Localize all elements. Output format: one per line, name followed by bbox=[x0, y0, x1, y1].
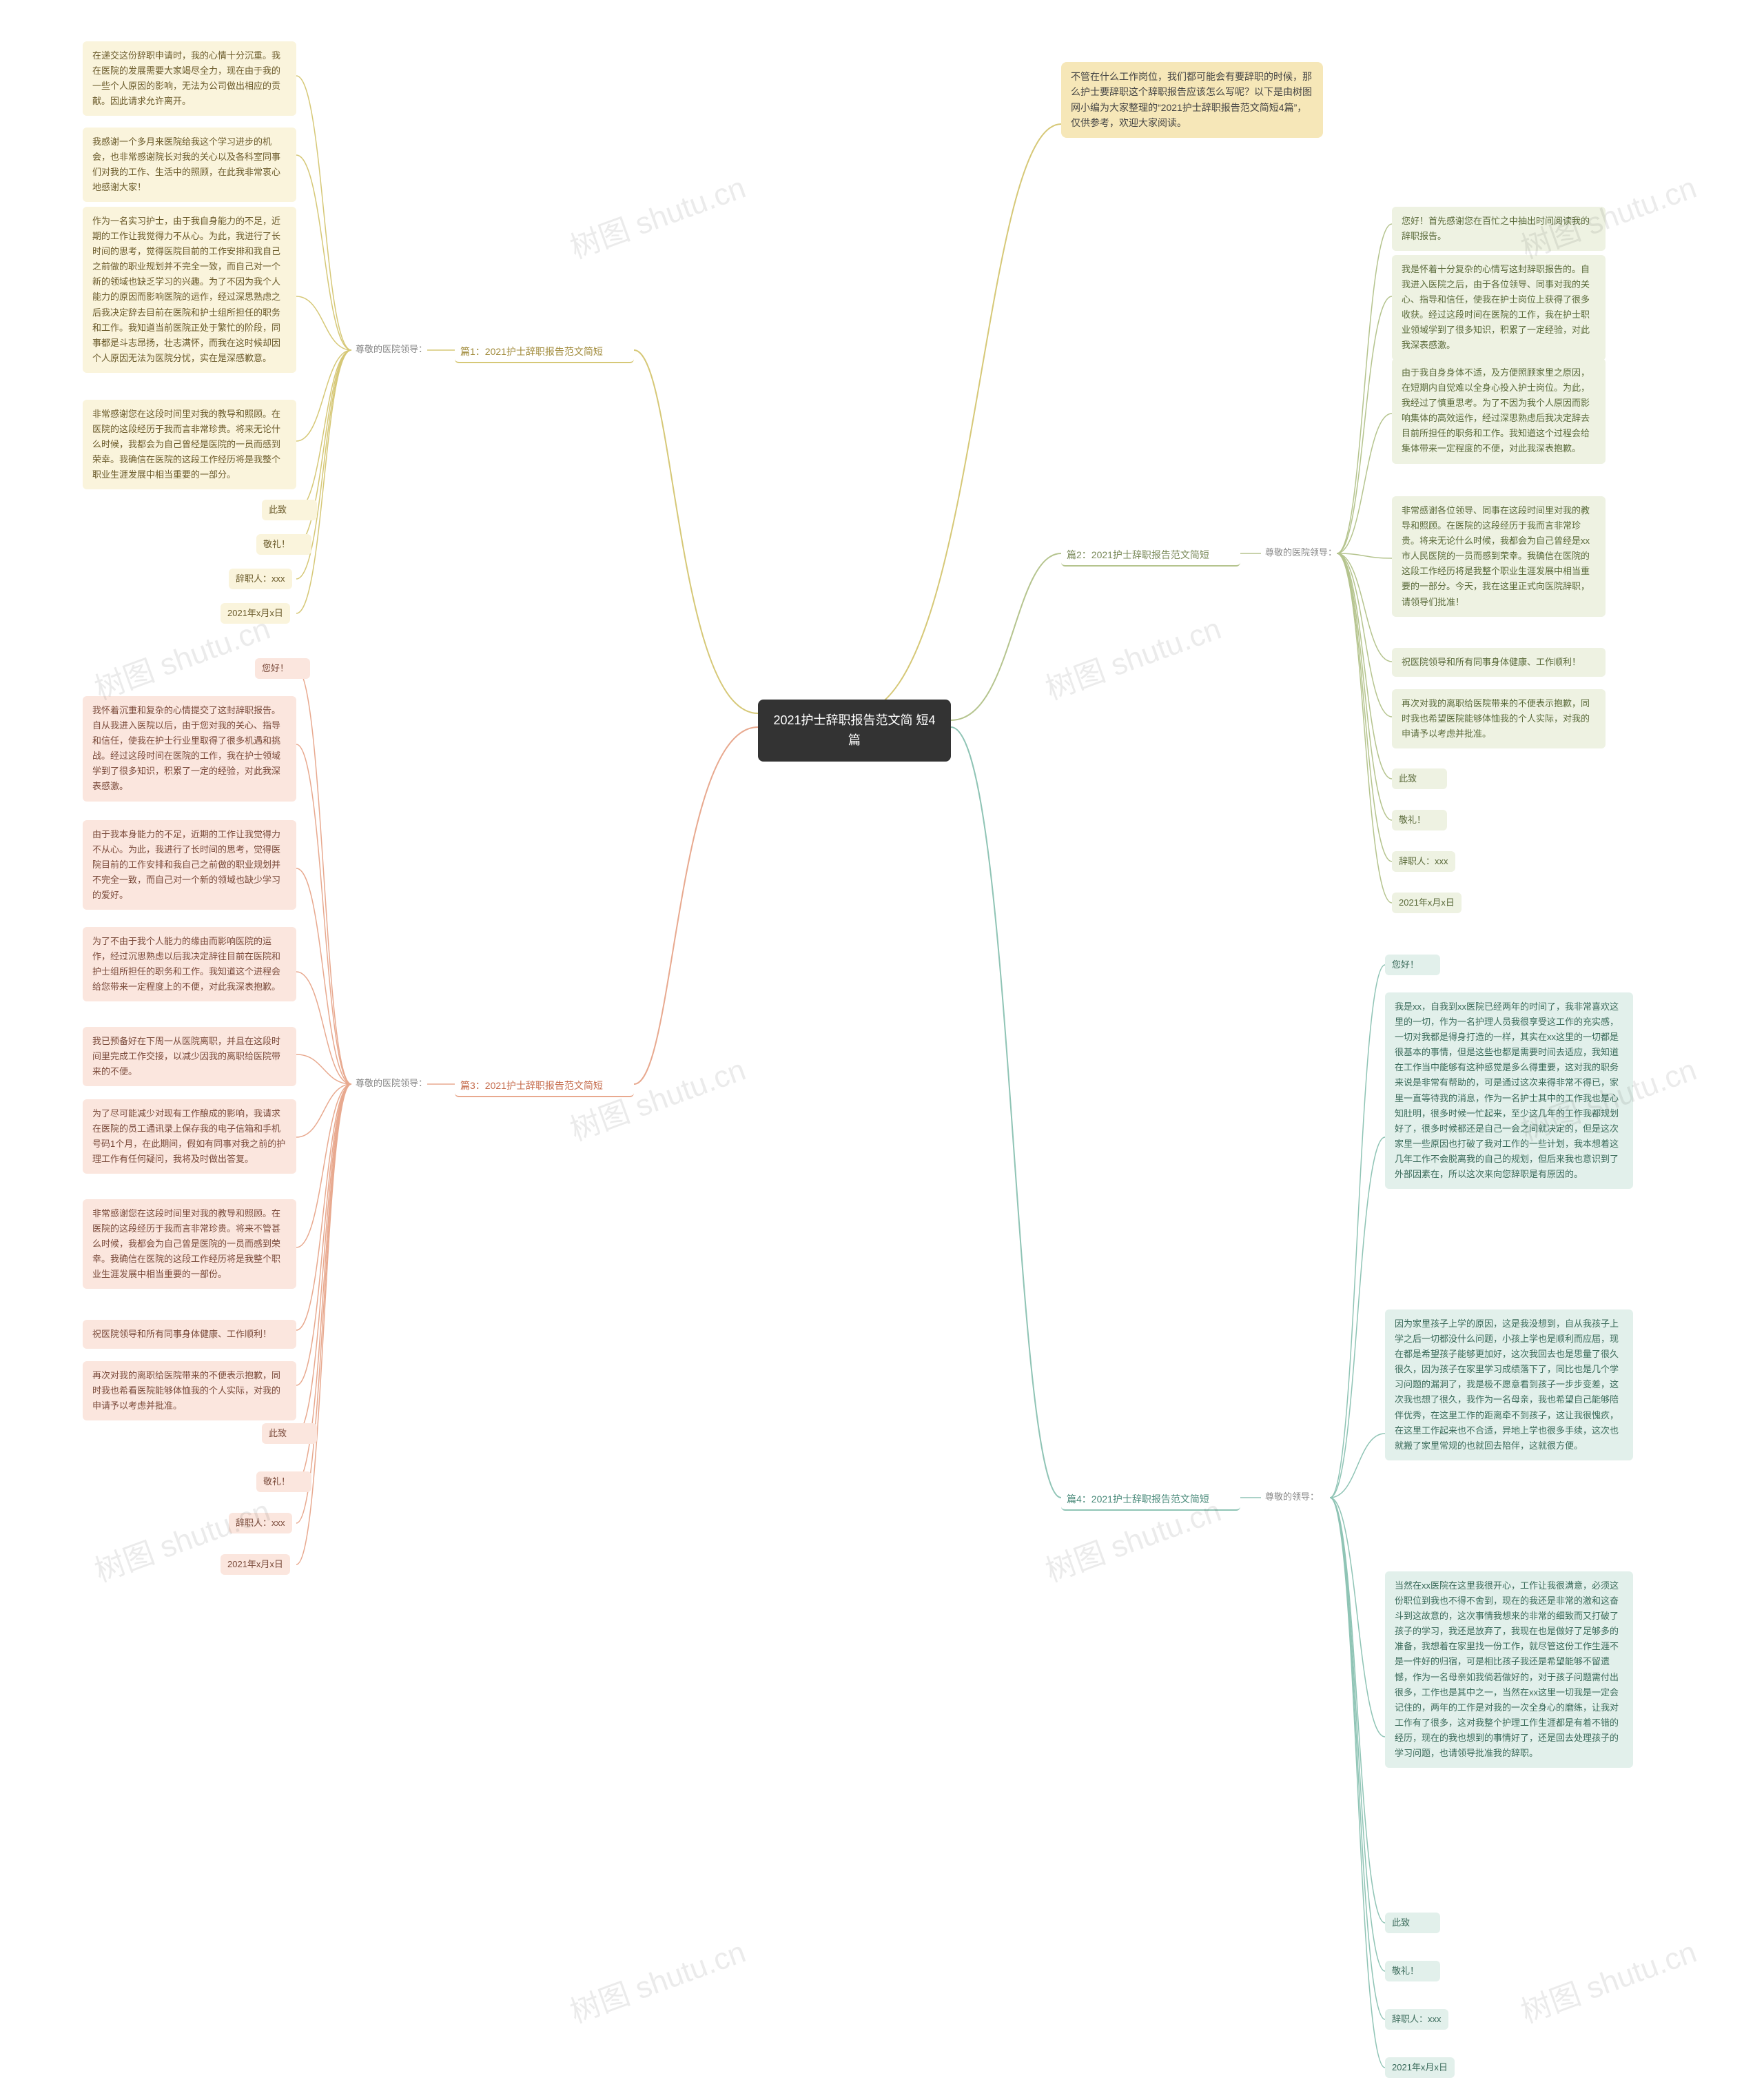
p2-leaf-9: 2021年x月x日 bbox=[1392, 893, 1462, 913]
watermark: 树图 shutu.cn bbox=[1514, 1927, 1701, 2031]
branch-2-label: 篇2：2021护士辞职报告范文简短 bbox=[1067, 549, 1209, 560]
p3-leaf-6: 非常感谢您在这段时间里对我的教导和照顾。在医院的这段经历于我而言非常珍贵。将来不… bbox=[83, 1199, 296, 1289]
p2-leaf-3: 非常感谢各位领导、同事在这段时间里对我的教导和照顾。在医院的这段经历于我而言非常… bbox=[1392, 496, 1606, 617]
branch-1-sub: 尊敬的医院领导： bbox=[351, 341, 431, 358]
branch-4-sub: 尊敬的领导： bbox=[1261, 1489, 1323, 1506]
p3-leaf-10: 敬礼！ bbox=[256, 1471, 311, 1492]
p3-leaf-12: 2021年x月x日 bbox=[220, 1554, 290, 1575]
branch-4-sub-label: 尊敬的领导： bbox=[1265, 1491, 1319, 1502]
branch-1-label: 篇1：2021护士辞职报告范文简短 bbox=[460, 346, 603, 357]
branch-3-sub: 尊敬的医院领导： bbox=[351, 1075, 431, 1092]
p2-leaf-2: 由于我自身身体不适，及方便照顾家里之原因，在短期内自觉难以全身心投入护士岗位。为… bbox=[1392, 358, 1606, 464]
branch-1: 篇1：2021护士辞职报告范文简短 bbox=[455, 341, 634, 363]
p2-leaf-1: 我是怀着十分复杂的心情写这封辞职报告的。自我进入医院之后，由于各位领导、同事对我… bbox=[1392, 255, 1606, 360]
branch-3-label: 篇3：2021护士辞职报告范文简短 bbox=[460, 1080, 603, 1091]
branch-1-sub-label: 尊敬的医院领导： bbox=[356, 344, 427, 354]
root-node: 2021护士辞职报告范文简 短4篇 bbox=[758, 700, 951, 762]
root-label: 2021护士辞职报告范文简 短4篇 bbox=[773, 713, 935, 747]
p4-leaf-2: 因为家里孩子上学的原因，这是我没想到，自从我孩子上学之后一切都没什么问题，小孩上… bbox=[1385, 1309, 1633, 1460]
p3-leaf-1: 我怀着沉重和复杂的心情提交了这封辞职报告。自从我进入医院以后，由于您对我的关心、… bbox=[83, 696, 296, 802]
p4-leaf-1: 我是xx，自我到xx医院已经两年的时间了，我非常喜欢这里的一切，作为一名护理人员… bbox=[1385, 992, 1633, 1189]
branch-3: 篇3：2021护士辞职报告范文简短 bbox=[455, 1075, 634, 1097]
watermark: 树图 shutu.cn bbox=[563, 163, 750, 267]
p1-leaf-5: 敬礼！ bbox=[256, 534, 311, 555]
p1-leaf-4: 此致 bbox=[262, 500, 317, 520]
intro-text: 不管在什么工作岗位，我们都可能会有要辞职的时候，那么护士要辞职这个辞职报告应该怎… bbox=[1071, 71, 1312, 128]
p3-leaf-8: 再次对我的离职给医院带来的不便表示抱歉，同时我也希看医院能够体恤我的个人实际，对… bbox=[83, 1361, 296, 1420]
branch-2-sub-label: 尊敬的医院领导： bbox=[1265, 547, 1337, 558]
branch-2: 篇2：2021护士辞职报告范文简短 bbox=[1061, 544, 1240, 567]
p3-leaf-7: 祝医院领导和所有同事身体健康、工作顺利！ bbox=[83, 1320, 296, 1349]
p3-leaf-3: 为了不由于我个人能力的缘由而影响医院的运作，经过沉思熟虑以后我决定辞往目前在医院… bbox=[83, 927, 296, 1001]
p1-leaf-3: 非常感谢您在这段时间里对我的教导和照顾。在医院的这段经历于我而言非常珍贵。将来无… bbox=[83, 400, 296, 489]
p1-leaf-7: 2021年x月x日 bbox=[220, 603, 290, 624]
p3-leaf-4: 我已预备好在下周一从医院离职，并且在这段时间里完成工作交接，以减少因我的离职给医… bbox=[83, 1027, 296, 1086]
p4-leaf-4: 此致 bbox=[1385, 1913, 1440, 1933]
branch-4-label: 篇4：2021护士辞职报告范文简短 bbox=[1067, 1494, 1209, 1505]
p1-leaf-1: 我感谢一个多月来医院给我这个学习进步的机会，也非常感谢院长对我的关心以及各科室同… bbox=[83, 128, 296, 202]
p4-leaf-5: 敬礼！ bbox=[1385, 1961, 1440, 1981]
branch-3-sub-label: 尊敬的医院领导： bbox=[356, 1078, 427, 1088]
p1-leaf-2: 作为一名实习护士，由于我自身能力的不足，近期的工作让我觉得力不从心。为此，我进行… bbox=[83, 207, 296, 373]
p3-leaf-0: 您好！ bbox=[255, 658, 310, 679]
p4-leaf-3: 当然在xx医院在这里我很开心，工作让我很满意，必须这份职位到我也不得不舍到，现在… bbox=[1385, 1571, 1633, 1768]
p2-leaf-8: 辞职人：xxx bbox=[1392, 851, 1455, 872]
p4-leaf-0: 您好！ bbox=[1385, 955, 1440, 975]
p2-leaf-0: 您好！首先感谢您在百忙之中抽出时间阅读我的辞职报告。 bbox=[1392, 207, 1606, 251]
p2-leaf-5: 再次对我的离职给医院带来的不便表示抱歉，同时我也希望医院能够体恤我的个人实际，对… bbox=[1392, 689, 1606, 748]
p2-leaf-6: 此致 bbox=[1392, 768, 1447, 789]
p3-leaf-11: 辞职人：xxx bbox=[229, 1513, 292, 1533]
p2-leaf-7: 敬礼！ bbox=[1392, 810, 1447, 830]
watermark: 树图 shutu.cn bbox=[563, 1927, 750, 2031]
p3-leaf-5: 为了尽可能减少对现有工作酿成的影响，我请求在医院的员工通讯录上保存我的电子信箱和… bbox=[83, 1099, 296, 1174]
p4-leaf-7: 2021年x月x日 bbox=[1385, 2057, 1455, 2078]
branch-4: 篇4：2021护士辞职报告范文简短 bbox=[1061, 1489, 1240, 1511]
p3-leaf-2: 由于我本身能力的不足，近期的工作让我觉得力不从心。为此，我进行了长时间的思考，觉… bbox=[83, 820, 296, 910]
p4-leaf-6: 辞职人：xxx bbox=[1385, 2009, 1448, 2030]
p1-leaf-6: 辞职人：xxx bbox=[229, 569, 292, 589]
branch-2-sub: 尊敬的医院领导： bbox=[1261, 544, 1341, 562]
p1-leaf-0: 在递交这份辞职申请时，我的心情十分沉重。我在医院的发展需要大家竭尽全力，现在由于… bbox=[83, 41, 296, 116]
watermark: 树图 shutu.cn bbox=[1038, 604, 1226, 708]
p3-leaf-9: 此致 bbox=[262, 1423, 317, 1444]
intro-node: 不管在什么工作岗位，我们都可能会有要辞职的时候，那么护士要辞职这个辞职报告应该怎… bbox=[1061, 62, 1323, 138]
p2-leaf-4: 祝医院领导和所有同事身体健康、工作顺利！ bbox=[1392, 648, 1606, 677]
